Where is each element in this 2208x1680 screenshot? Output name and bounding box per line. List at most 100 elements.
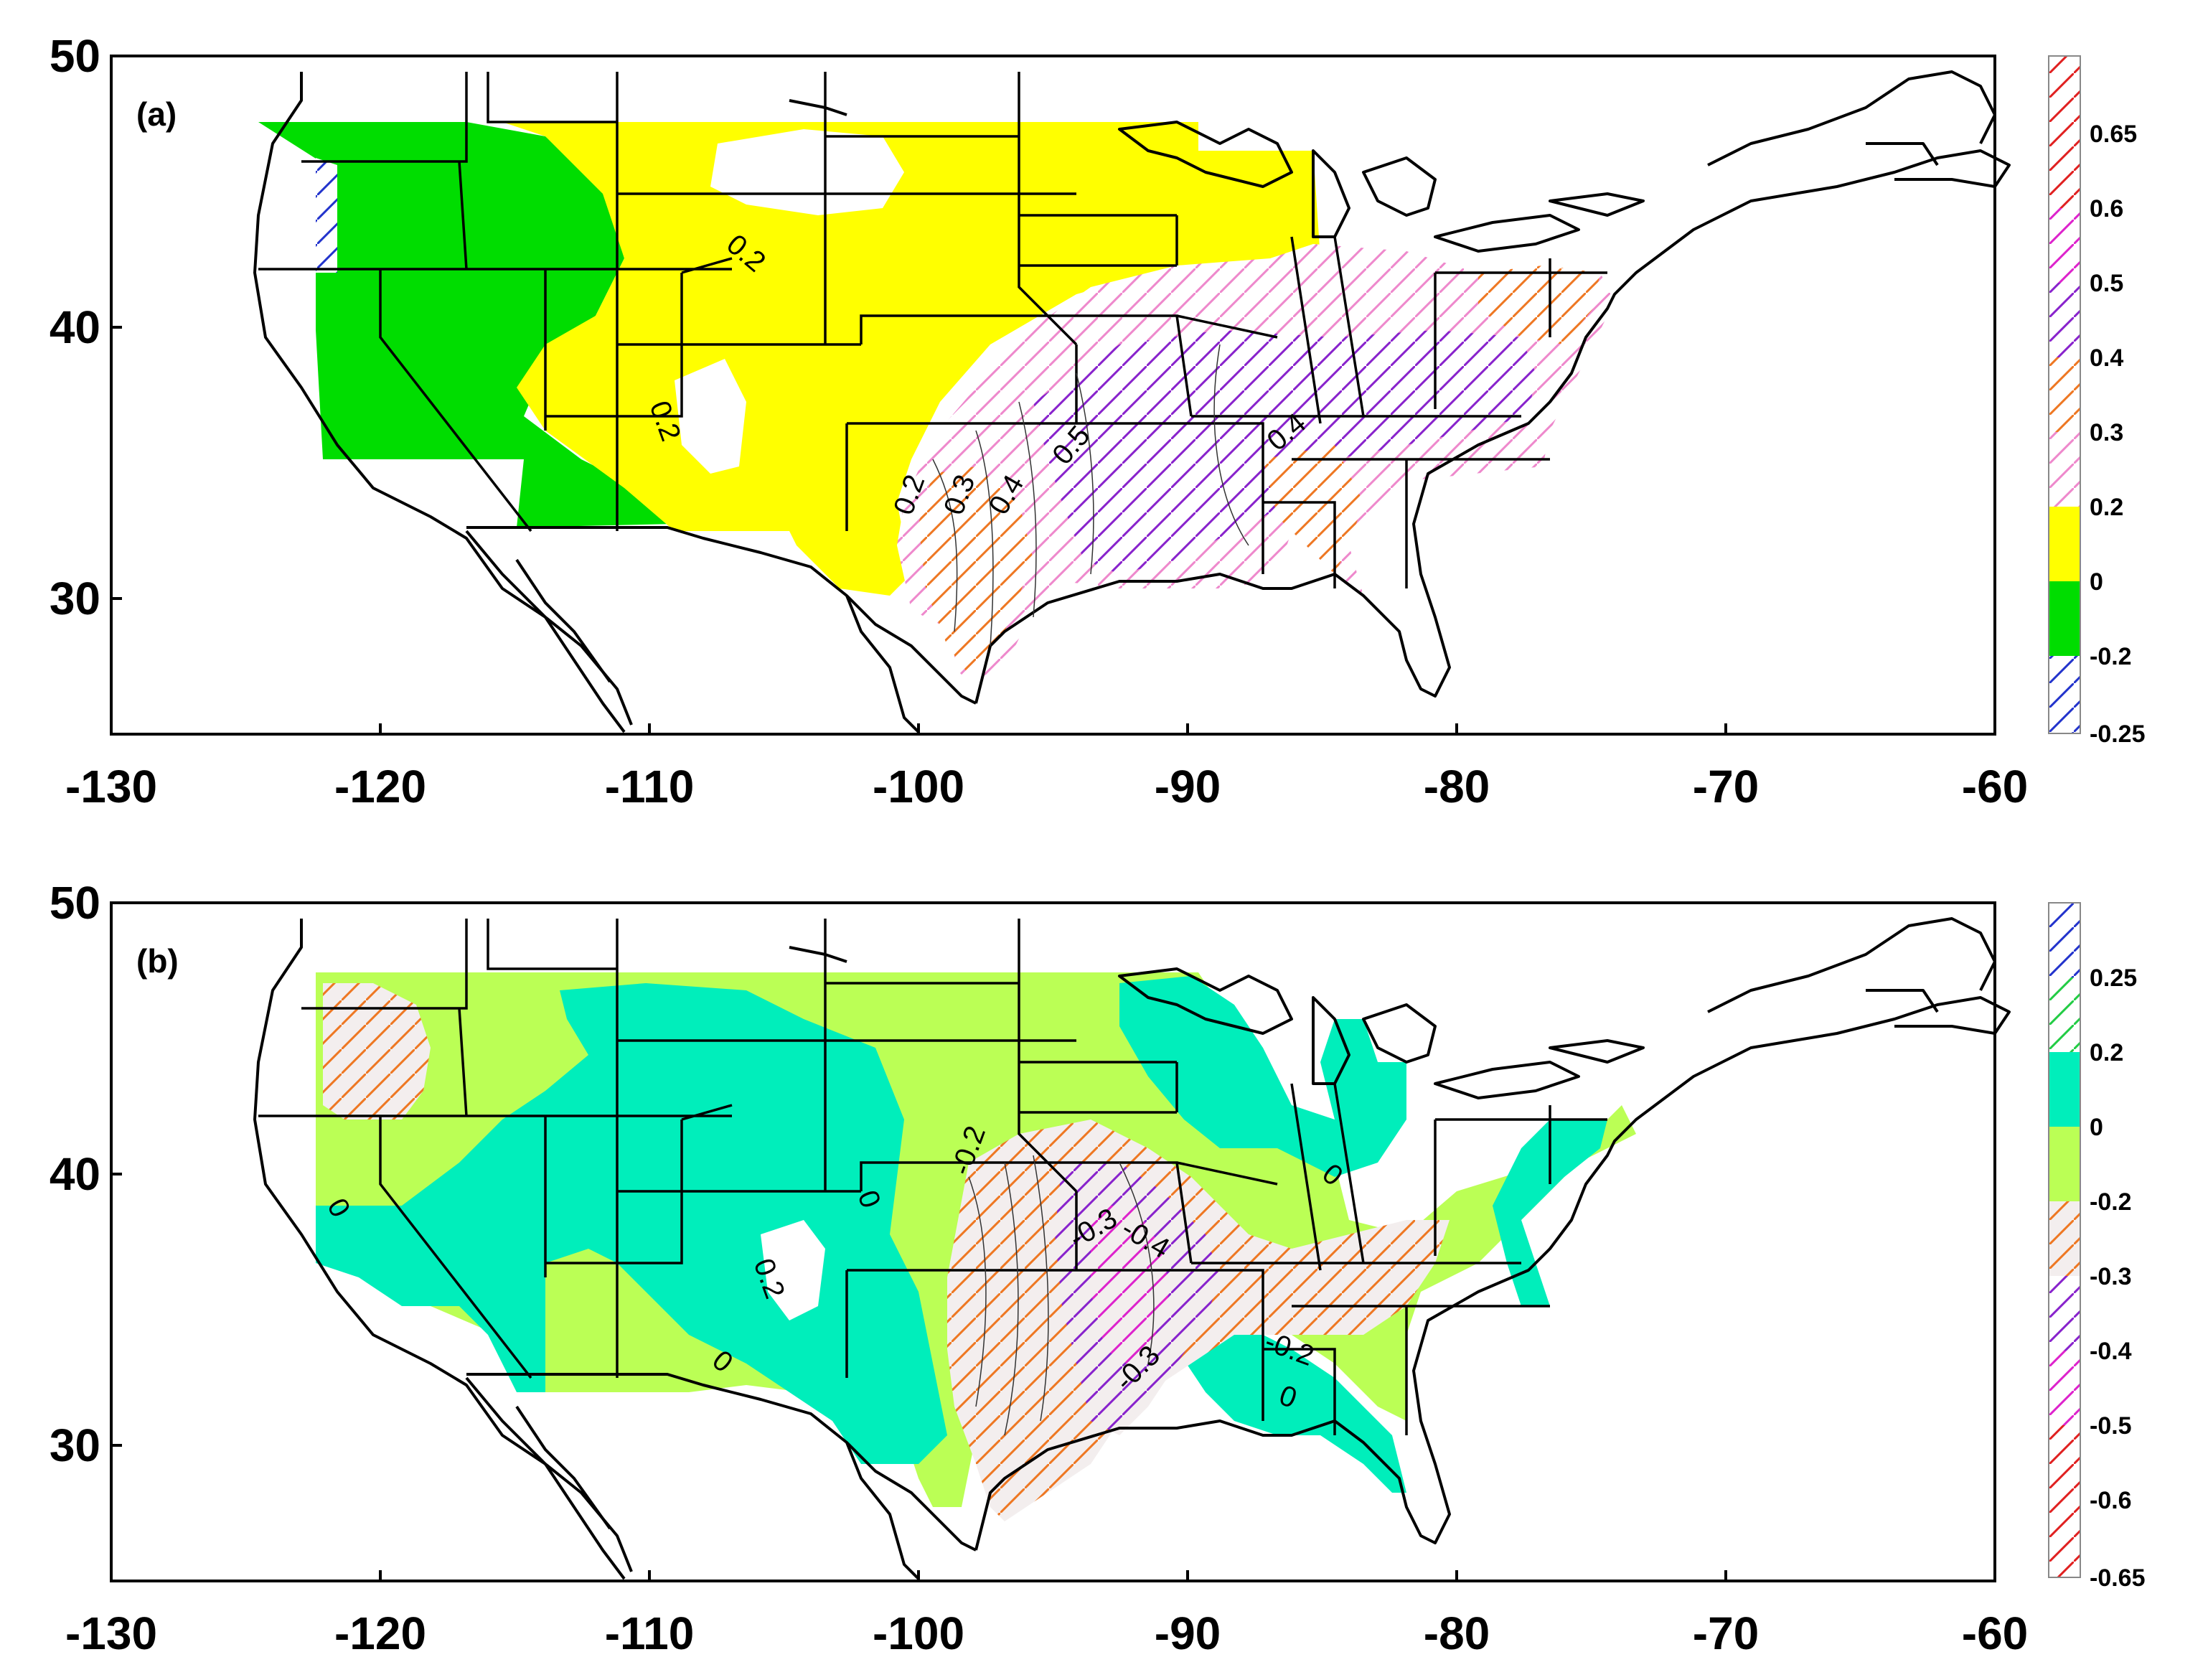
x-tick-label: -100 bbox=[873, 1608, 964, 1659]
legend-label: 0.4 bbox=[2090, 344, 2123, 372]
legend-label: -0.5 bbox=[2090, 1412, 2132, 1440]
great-lakes bbox=[1118, 121, 1645, 253]
great-lakes bbox=[1118, 967, 1645, 1099]
x-tick-label: -120 bbox=[334, 761, 426, 812]
x-tick-label: -120 bbox=[334, 1608, 426, 1659]
legend-swatch bbox=[2049, 283, 2080, 357]
panel-a-frame bbox=[110, 55, 1996, 736]
legend-swatch bbox=[2049, 1500, 2080, 1577]
panel-b-fills bbox=[316, 972, 1636, 1521]
contour-line bbox=[968, 1155, 1155, 1436]
legend-label: 0.3 bbox=[2090, 419, 2123, 446]
legend-label: -0.3 bbox=[2090, 1263, 2132, 1290]
panel-a-legend: 0.65 0.6 0.5 0.4 0.3 0.2 0 -0.2 -0.25 bbox=[2048, 55, 2146, 748]
legend-swatch bbox=[2049, 208, 2080, 283]
x-tick-label: -70 bbox=[1693, 1608, 1760, 1659]
legend-label: -0.6 bbox=[2090, 1487, 2132, 1514]
region-hatched-nw bbox=[323, 983, 431, 1120]
y-tick-label: 30 bbox=[50, 1419, 100, 1471]
y-tick-label: 30 bbox=[50, 573, 100, 624]
legend-swatch bbox=[2049, 507, 2080, 581]
panel-a-label: (a) bbox=[136, 95, 177, 133]
x-tick-label: -60 bbox=[1962, 1608, 2029, 1659]
region-teal-north bbox=[1119, 976, 1406, 1177]
legend-label: -0.2 bbox=[2090, 1188, 2132, 1216]
legend-swatch bbox=[2049, 1052, 2080, 1127]
legend-swatch bbox=[2049, 432, 2080, 507]
state-lines bbox=[258, 919, 1607, 1435]
legend-label: 0 bbox=[2090, 568, 2103, 596]
legend-label: 0.25 bbox=[2090, 965, 2137, 992]
panel-b-boundaries bbox=[253, 917, 2011, 1580]
legend-label: 0.2 bbox=[2090, 494, 2123, 521]
panel-b-ticks bbox=[110, 901, 1996, 1581]
x-tick-label: -90 bbox=[1155, 761, 1221, 812]
legend-label: -0.25 bbox=[2090, 721, 2146, 748]
legend-swatch bbox=[2049, 581, 2080, 656]
region-white-hole-south bbox=[675, 359, 746, 474]
panel-b-contours bbox=[968, 1155, 1155, 1436]
x-tick-label: -130 bbox=[65, 1608, 157, 1659]
region-white-hole-sw bbox=[761, 1220, 825, 1320]
x-tick-label: -90 bbox=[1155, 1608, 1221, 1659]
legend-label: -0.65 bbox=[2090, 1564, 2146, 1592]
legend-swatch bbox=[2049, 1425, 2080, 1500]
mexico-coast bbox=[465, 530, 920, 733]
panel-b-label: (b) bbox=[136, 942, 179, 980]
x-tick-label: -80 bbox=[1424, 761, 1490, 812]
legend-swatch bbox=[2049, 1351, 2080, 1425]
x-tick-label: -130 bbox=[65, 761, 157, 812]
region-hatched-magenta-center bbox=[1091, 1206, 1170, 1364]
legend-swatch bbox=[2049, 357, 2080, 432]
legend-frame bbox=[2048, 902, 2081, 1578]
panel-a-state-lines bbox=[258, 72, 1607, 588]
region-hatched-purple bbox=[1033, 330, 1536, 574]
legend-swatch bbox=[2049, 656, 2080, 733]
legend-label: 0.6 bbox=[2090, 195, 2123, 222]
panel-a-boundaries bbox=[253, 70, 2011, 733]
legend-swatch bbox=[2049, 1276, 2080, 1351]
contour-line bbox=[932, 344, 1249, 647]
region-yellow-central bbox=[502, 122, 1320, 596]
legend-swatch bbox=[2049, 56, 2080, 133]
panel-a-ticks bbox=[110, 55, 1996, 734]
legend-label: -0.4 bbox=[2090, 1338, 2132, 1365]
x-tick-label: -80 bbox=[1424, 1608, 1490, 1659]
mexico-coast bbox=[465, 1376, 920, 1580]
region-hatched-orange-south bbox=[1263, 445, 1363, 574]
legend-swatch bbox=[2049, 977, 2080, 1052]
x-tick-label: -70 bbox=[1693, 761, 1760, 812]
legend-label: 0.5 bbox=[2090, 270, 2123, 297]
y-tick-label: 40 bbox=[50, 301, 100, 353]
legend-label: 0 bbox=[2090, 1114, 2103, 1141]
legend-swatch bbox=[2049, 1201, 2080, 1276]
tick-marks bbox=[110, 901, 1996, 1581]
panel-b-state-lines bbox=[258, 919, 1607, 1435]
region-teal-northeast bbox=[1493, 1120, 1607, 1306]
region-hatched-blue bbox=[316, 158, 337, 273]
panel-b-legend: 0.25 0.2 0 -0.2 -0.3 -0.4 -0.5 -0.6 -0.6… bbox=[2048, 902, 2146, 1592]
panel-b: -130 -120 -110 -100 -90 -80 -70 -60 50 4… bbox=[50, 877, 2146, 1659]
region-negative-west bbox=[258, 122, 675, 527]
region-teal-southeast bbox=[1177, 1335, 1406, 1493]
x-tick-label: -100 bbox=[873, 761, 964, 812]
x-tick-label: -110 bbox=[605, 1608, 695, 1659]
region-hatched-orange-southwest bbox=[919, 466, 1033, 675]
panel-b-frame bbox=[110, 901, 1996, 1582]
y-tick-label: 50 bbox=[50, 877, 100, 929]
tick-marks bbox=[110, 55, 1996, 734]
legend-frame bbox=[2048, 55, 2081, 734]
panel-a-contours bbox=[932, 344, 1249, 647]
y-tick-label: 50 bbox=[50, 30, 100, 82]
region-hatched-orange-east bbox=[1478, 266, 1600, 344]
y-tick-label: 40 bbox=[50, 1148, 100, 1200]
legend-label: 0.2 bbox=[2090, 1039, 2123, 1066]
legend-swatch bbox=[2049, 903, 2080, 977]
legend-label: -0.2 bbox=[2090, 643, 2132, 670]
x-tick-label: -110 bbox=[605, 761, 695, 812]
legend-label: 0.65 bbox=[2090, 121, 2137, 148]
legend-swatch bbox=[2049, 1127, 2080, 1201]
x-tick-label: -60 bbox=[1962, 761, 2029, 812]
state-lines bbox=[258, 72, 1607, 588]
legend-swatch bbox=[2049, 133, 2080, 208]
